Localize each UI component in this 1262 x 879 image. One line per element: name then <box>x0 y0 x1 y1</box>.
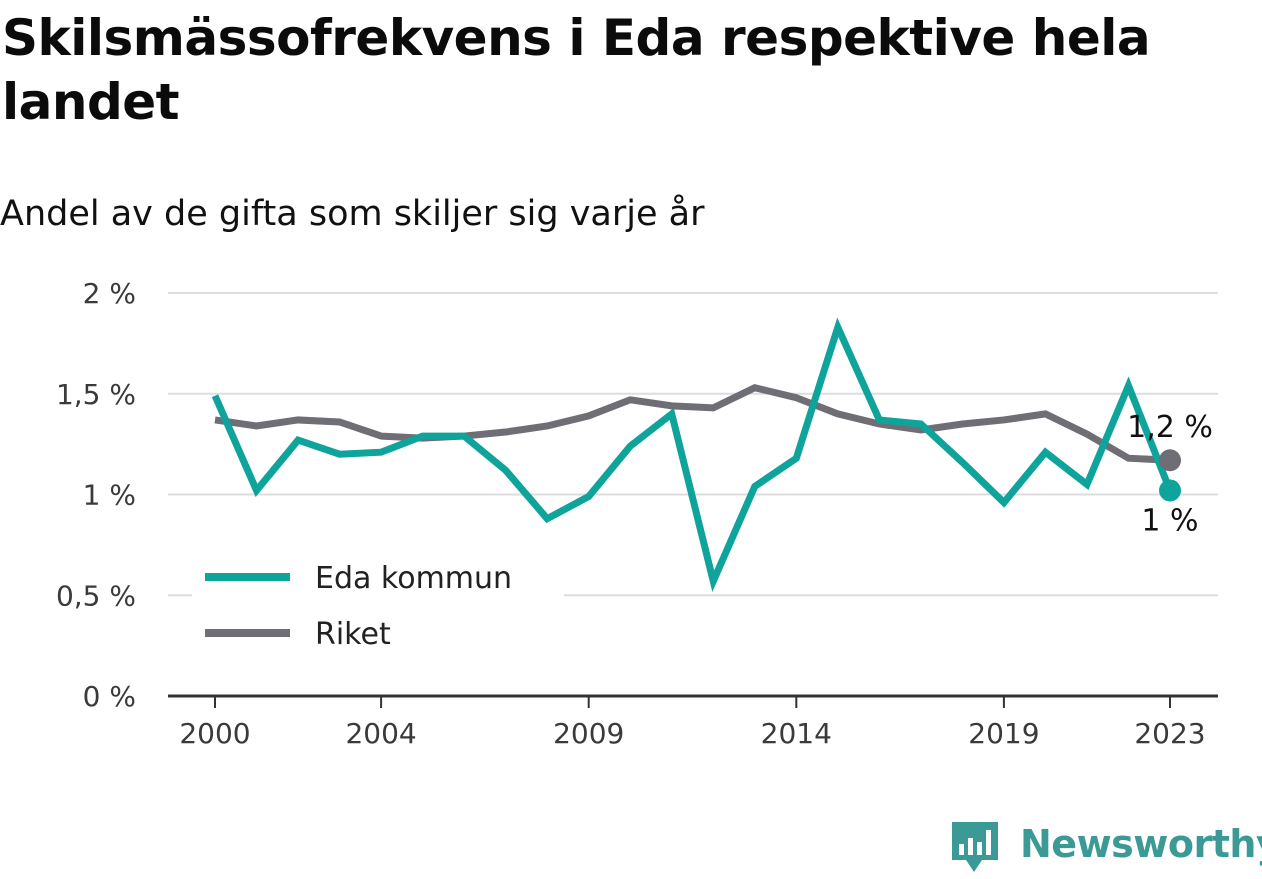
series-line-riket <box>214 384 1171 464</box>
y-tick-label: 0,5 % <box>56 579 136 612</box>
x-tick-label: 2000 <box>179 717 250 750</box>
brand-name: Newsworthy <box>1020 822 1262 866</box>
x-tick-label: 2004 <box>345 717 416 750</box>
brand-logo: Newsworthy <box>950 820 1262 876</box>
x-tick-label: 2019 <box>968 717 1039 750</box>
chart-subtitle: Andel av de gifta som skiljer sig varje … <box>0 194 705 234</box>
series-line-eda <box>211 317 1174 592</box>
legend: Eda kommun Riket <box>192 552 564 658</box>
end-label-eda: 1 % <box>1141 503 1198 538</box>
newsworthy-logo-icon <box>952 822 998 872</box>
grid <box>168 292 1218 698</box>
series-end-point <box>1159 479 1181 502</box>
y-tick-label: 0 % <box>83 680 136 713</box>
y-axis-ticks: 0 % 0,5 % 1 % 1,5 % 2 % <box>56 277 136 713</box>
y-tick-label: 1,5 % <box>56 378 136 411</box>
end-label-riket: 1,2 % <box>1127 410 1213 445</box>
line-chart: 0 % 0,5 % 1 % 1,5 % 2 % 2000 2004 2009 2014 2019… <box>56 277 1218 750</box>
y-tick-label: 1 % <box>83 479 136 512</box>
series-end-point <box>1159 449 1181 472</box>
x-tick-label: 2023 <box>1134 717 1205 750</box>
y-tick-label: 2 % <box>83 277 136 310</box>
chart-title: Skilsmässofrekvens i Eda respektive hela… <box>2 9 1151 131</box>
x-axis-ticks: 2000 2004 2009 2014 2019 2023 <box>179 696 1206 750</box>
end-labels: 1,2 % 1 % <box>1127 410 1213 538</box>
series-lines <box>211 317 1181 592</box>
x-tick-label: 2009 <box>553 717 624 750</box>
legend-label: Eda kommun <box>315 561 512 596</box>
legend-label: Riket <box>315 617 391 652</box>
x-tick-label: 2014 <box>761 717 832 750</box>
